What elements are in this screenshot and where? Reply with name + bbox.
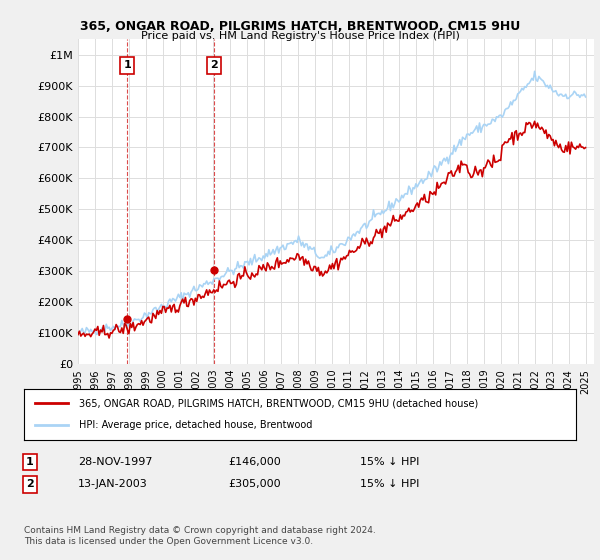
Text: 2: 2 xyxy=(26,479,34,489)
Text: 365, ONGAR ROAD, PILGRIMS HATCH, BRENTWOOD, CM15 9HU (detached house): 365, ONGAR ROAD, PILGRIMS HATCH, BRENTWO… xyxy=(79,398,478,408)
Text: Contains HM Land Registry data © Crown copyright and database right 2024.
This d: Contains HM Land Registry data © Crown c… xyxy=(24,526,376,546)
Text: £146,000: £146,000 xyxy=(228,457,281,467)
Text: 365, ONGAR ROAD, PILGRIMS HATCH, BRENTWOOD, CM15 9HU: 365, ONGAR ROAD, PILGRIMS HATCH, BRENTWO… xyxy=(80,20,520,32)
Text: Price paid vs. HM Land Registry's House Price Index (HPI): Price paid vs. HM Land Registry's House … xyxy=(140,31,460,41)
Text: 2: 2 xyxy=(210,60,218,70)
Text: 1: 1 xyxy=(124,60,131,70)
Text: 1: 1 xyxy=(26,457,34,467)
Text: £305,000: £305,000 xyxy=(228,479,281,489)
Text: 15% ↓ HPI: 15% ↓ HPI xyxy=(360,479,419,489)
Text: HPI: Average price, detached house, Brentwood: HPI: Average price, detached house, Bren… xyxy=(79,421,313,431)
Text: 15% ↓ HPI: 15% ↓ HPI xyxy=(360,457,419,467)
Text: 13-JAN-2003: 13-JAN-2003 xyxy=(78,479,148,489)
Text: 28-NOV-1997: 28-NOV-1997 xyxy=(78,457,152,467)
